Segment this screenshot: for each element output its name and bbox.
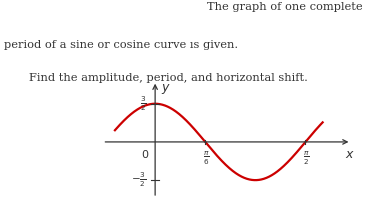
Text: Find the amplitude, period, and horizontal shift.: Find the amplitude, period, and horizont… xyxy=(29,73,308,83)
Text: $y$: $y$ xyxy=(161,82,171,96)
Text: period of a sine or cosine curve ıs given.: period of a sine or cosine curve ıs give… xyxy=(4,40,238,50)
Text: $\frac{\pi}{2}$: $\frac{\pi}{2}$ xyxy=(303,150,310,167)
Text: $0$: $0$ xyxy=(141,148,149,160)
Text: The graph of one complete: The graph of one complete xyxy=(207,2,362,12)
Text: $\frac{\pi}{6}$: $\frac{\pi}{6}$ xyxy=(203,150,209,167)
Text: $\frac{3}{2}$: $\frac{3}{2}$ xyxy=(140,95,146,113)
Text: $-\frac{3}{2}$: $-\frac{3}{2}$ xyxy=(131,171,146,189)
Text: $x$: $x$ xyxy=(344,148,354,161)
